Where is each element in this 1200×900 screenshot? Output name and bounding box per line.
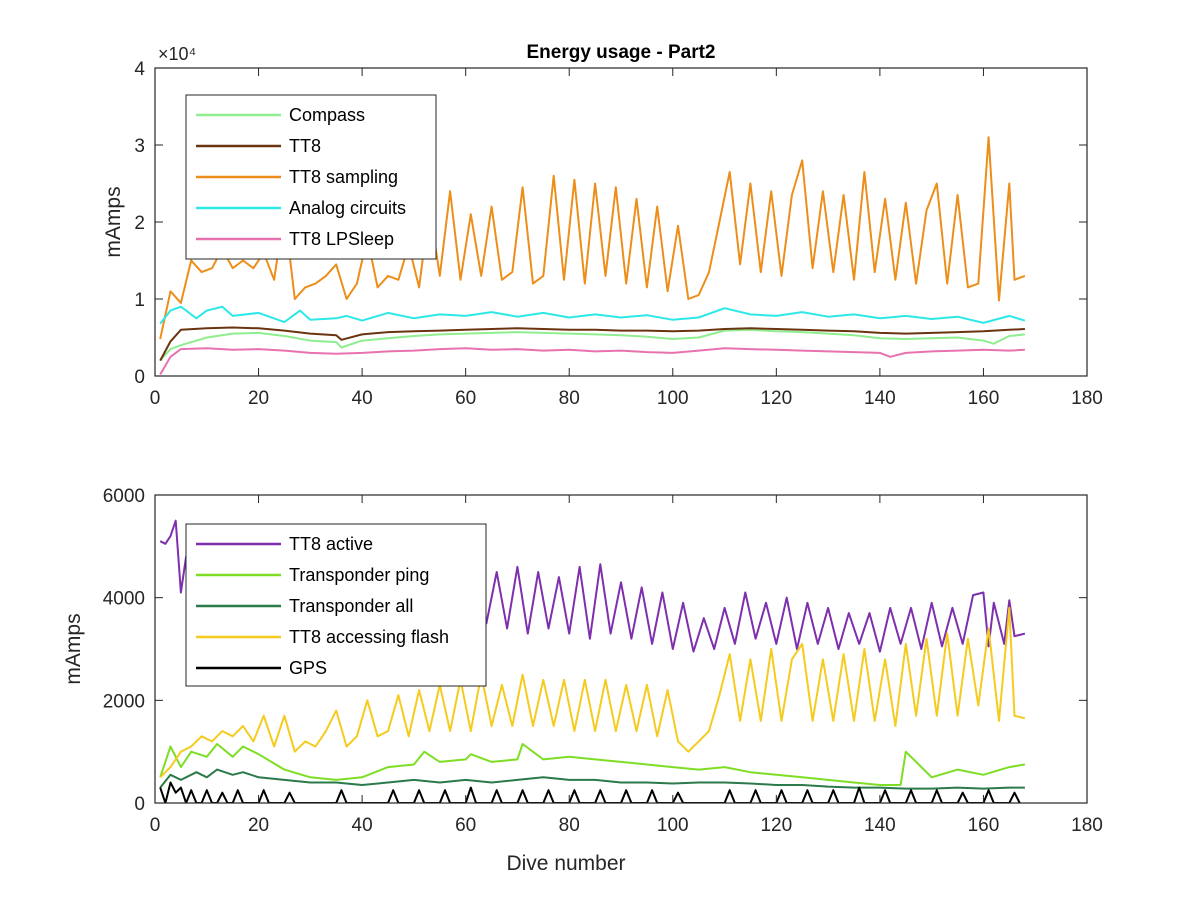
chart-title: Energy usage - Part2 <box>526 42 715 63</box>
legend-entry: TT8 active <box>289 534 373 554</box>
series-line-gps <box>159 781 1021 803</box>
top-chart: 0 20 40 60 80 100 120 140 160 180 0 1 2 3 4 ×10⁴ Energy … <box>102 42 1103 409</box>
x-tick-label: 40 <box>352 388 373 409</box>
legend-entry: Transponder all <box>289 596 413 616</box>
y-tick-label: 2 <box>134 213 145 234</box>
series-lines <box>159 136 1026 376</box>
x-tick-label: 140 <box>864 388 896 409</box>
y-tick-label: 0 <box>134 794 145 815</box>
legend-entry: TT8 <box>289 136 321 156</box>
x-tick-label: 80 <box>559 815 580 836</box>
legend-entry: TT8 LPSleep <box>289 229 394 249</box>
axes-box <box>154 494 1088 804</box>
series-line-tt8-lpsleep <box>159 347 1025 376</box>
legend-entry: Compass <box>289 105 365 125</box>
y-tick-label: 0 <box>134 367 145 388</box>
y-exponent-label: ×10⁴ <box>158 44 196 64</box>
legend-entry: TT8 accessing flash <box>289 627 449 647</box>
bottom-chart: 0 20 40 60 80 100 120 140 160 180 0 2000 4000 6000 mAm… <box>62 486 1103 875</box>
x-axis-label: Dive number <box>506 852 625 875</box>
x-tick-label: 100 <box>657 388 689 409</box>
legend-entry: GPS <box>289 658 327 678</box>
series-lines <box>159 519 1026 803</box>
series-line-tt8-accessing-flash <box>159 606 1026 779</box>
x-tick-label: 20 <box>248 388 269 409</box>
x-tick-label: 180 <box>1071 815 1103 836</box>
y-axis-label: mAmps <box>62 613 85 684</box>
x-tick-label: 100 <box>657 815 689 836</box>
y-tick-label: 4 <box>134 59 145 80</box>
x-tick-label: 0 <box>150 388 161 409</box>
x-tick-label: 0 <box>150 815 161 836</box>
series-line-transponder-ping <box>159 743 1026 786</box>
x-tick-label: 160 <box>968 388 1000 409</box>
x-tick-label: 180 <box>1071 388 1103 409</box>
y-axis-label: mAmps <box>102 186 125 257</box>
legend-entry: Analog circuits <box>289 198 406 218</box>
x-tick-label: 60 <box>455 815 476 836</box>
y-tick-label: 6000 <box>103 486 145 507</box>
legend-entry: Transponder ping <box>289 565 429 585</box>
series-line-transponder-all <box>159 768 1025 790</box>
x-tick-label: 80 <box>559 388 580 409</box>
legend: TT8 active Transponder ping Transponder al… <box>185 523 487 687</box>
series-line-tt8-sampling <box>159 136 1026 340</box>
y-tick-label: 2000 <box>103 691 145 712</box>
x-tick-label: 20 <box>248 815 269 836</box>
x-tick-label: 120 <box>760 815 792 836</box>
y-tick-label: 1 <box>134 290 145 311</box>
series-line-tt8 <box>159 326 1025 362</box>
x-tick-label: 40 <box>352 815 373 836</box>
x-tick-label: 60 <box>455 388 476 409</box>
x-tick-label: 120 <box>760 388 792 409</box>
y-tick-label: 4000 <box>103 589 145 610</box>
legend-entry: TT8 sampling <box>289 167 398 187</box>
series-line-compass <box>159 328 1026 362</box>
y-tick-label: 3 <box>134 136 145 157</box>
series-line-analog-circuits <box>159 305 1026 325</box>
legend: Compass TT8 TT8 sampling Analog circuits TT8… <box>185 94 437 260</box>
x-tick-label: 140 <box>864 815 896 836</box>
x-tick-label: 160 <box>968 815 1000 836</box>
